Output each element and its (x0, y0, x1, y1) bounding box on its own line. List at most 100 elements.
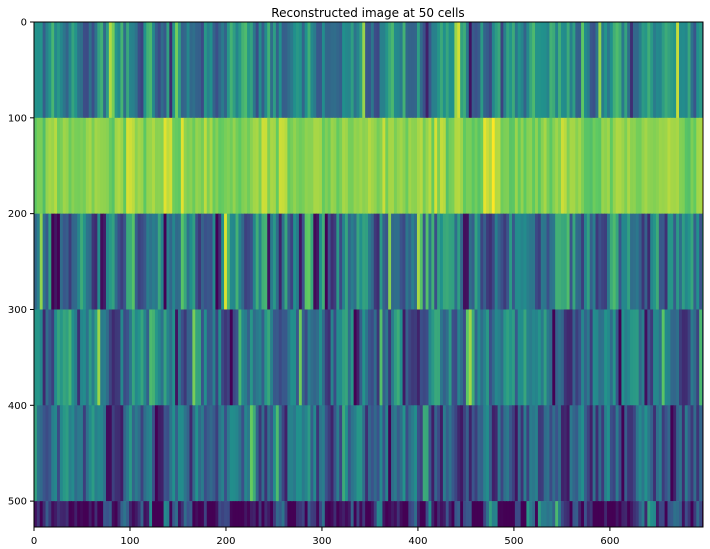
heatmap-cell (681, 501, 686, 527)
heatmap-cell (589, 213, 594, 310)
heatmap-cell (506, 309, 510, 406)
heatmap-cell (177, 213, 182, 310)
heatmap-cell (618, 22, 623, 119)
heatmap-cell (448, 309, 453, 406)
heatmap-cell (408, 22, 412, 119)
heatmap-cell (91, 309, 96, 406)
heatmap-cell (62, 117, 67, 214)
heatmap-cell (566, 213, 571, 310)
heatmap-cell (330, 117, 335, 214)
heatmap-cell (34, 501, 38, 527)
heatmap-cell (428, 309, 432, 406)
heatmap-cell (356, 501, 360, 527)
heatmap-cell (408, 309, 412, 406)
heatmap-cell (540, 405, 545, 502)
heatmap-cell (304, 501, 309, 527)
heatmap-cell (566, 117, 571, 214)
heatmap-cell (235, 22, 240, 119)
heatmap-cell (62, 405, 67, 502)
heatmap-cell (497, 309, 502, 406)
heatmap-cell (108, 501, 113, 527)
heatmap-cell (535, 213, 539, 310)
heatmap-cell (457, 309, 461, 406)
heatmap-cell (71, 22, 75, 119)
heatmap-cell (673, 309, 677, 406)
heatmap-cell (460, 117, 464, 214)
heatmap-cell (290, 405, 294, 502)
heatmap-cell (497, 501, 502, 527)
heatmap-cell (353, 117, 358, 214)
heatmap-cell (264, 309, 268, 406)
heatmap-cell (172, 117, 176, 214)
heatmap-cell (68, 405, 73, 502)
heatmap-band-4 (34, 405, 703, 502)
heatmap-cell (131, 405, 136, 502)
heatmap-cell (411, 309, 415, 406)
heatmap-cell (621, 117, 625, 214)
heatmap-cell (500, 117, 504, 214)
heatmap-cell (687, 405, 692, 502)
heatmap-cell (166, 117, 170, 214)
heatmap-cell (569, 22, 574, 119)
heatmap-cell (238, 213, 242, 310)
heatmap-cell (232, 309, 237, 406)
heatmap-cell (270, 501, 274, 527)
heatmap-cell (370, 22, 375, 119)
heatmap-cell (238, 405, 242, 502)
heatmap-cell (298, 117, 303, 214)
heatmap-cell (684, 117, 689, 214)
heatmap-cell (560, 22, 565, 119)
heatmap-cell (307, 22, 312, 119)
heatmap-cell (316, 309, 320, 406)
heatmap-cell (607, 22, 611, 119)
heatmap-cell (137, 405, 142, 502)
heatmap-cell (252, 22, 257, 119)
heatmap-cell (609, 213, 614, 310)
heatmap-cell (684, 501, 689, 527)
heatmap-cell (278, 213, 283, 310)
heatmap-cell (166, 501, 170, 527)
heatmap-cell (428, 117, 432, 214)
heatmap-cell (635, 22, 640, 119)
heatmap-cell (206, 309, 211, 406)
heatmap-cell (488, 117, 493, 214)
heatmap-cell (647, 405, 651, 502)
heatmap-cell (463, 405, 467, 502)
heatmap-cell (45, 117, 49, 214)
heatmap-cell (108, 22, 113, 119)
heatmap-cell (201, 309, 205, 406)
heatmap-cell (494, 22, 499, 119)
heatmap-cell (91, 405, 96, 502)
heatmap-cell (592, 213, 597, 310)
heatmap-cell (339, 501, 343, 527)
heatmap-cell (117, 22, 121, 119)
heatmap-cell (273, 117, 277, 214)
heatmap-cell (166, 405, 170, 502)
heatmap-cell (632, 405, 637, 502)
heatmap-cell (146, 22, 150, 119)
heatmap-cell (192, 405, 196, 502)
heatmap-cell (612, 405, 617, 502)
heatmap-cell (448, 22, 453, 119)
heatmap-cell (319, 309, 323, 406)
heatmap-cell (385, 405, 389, 502)
heatmap-cell (589, 117, 594, 214)
heatmap-cell (195, 501, 199, 527)
heatmap-cell (241, 117, 245, 214)
heatmap-cell (359, 117, 363, 214)
heatmap-cell (344, 22, 349, 119)
heatmap-cell (218, 309, 222, 406)
heatmap-cell (54, 117, 58, 214)
heatmap-cell (454, 309, 458, 406)
heatmap-cell (368, 213, 372, 310)
heatmap-cell (563, 213, 568, 310)
heatmap-cell (595, 309, 599, 406)
heatmap-cell (195, 22, 199, 119)
heatmap-cell (477, 22, 481, 119)
heatmap-cell (356, 22, 360, 119)
heatmap-cell (94, 501, 98, 527)
heatmap-cell (463, 22, 467, 119)
heatmap-cell (500, 405, 504, 502)
heatmap-cell (175, 309, 179, 406)
heatmap-cell (460, 213, 464, 310)
